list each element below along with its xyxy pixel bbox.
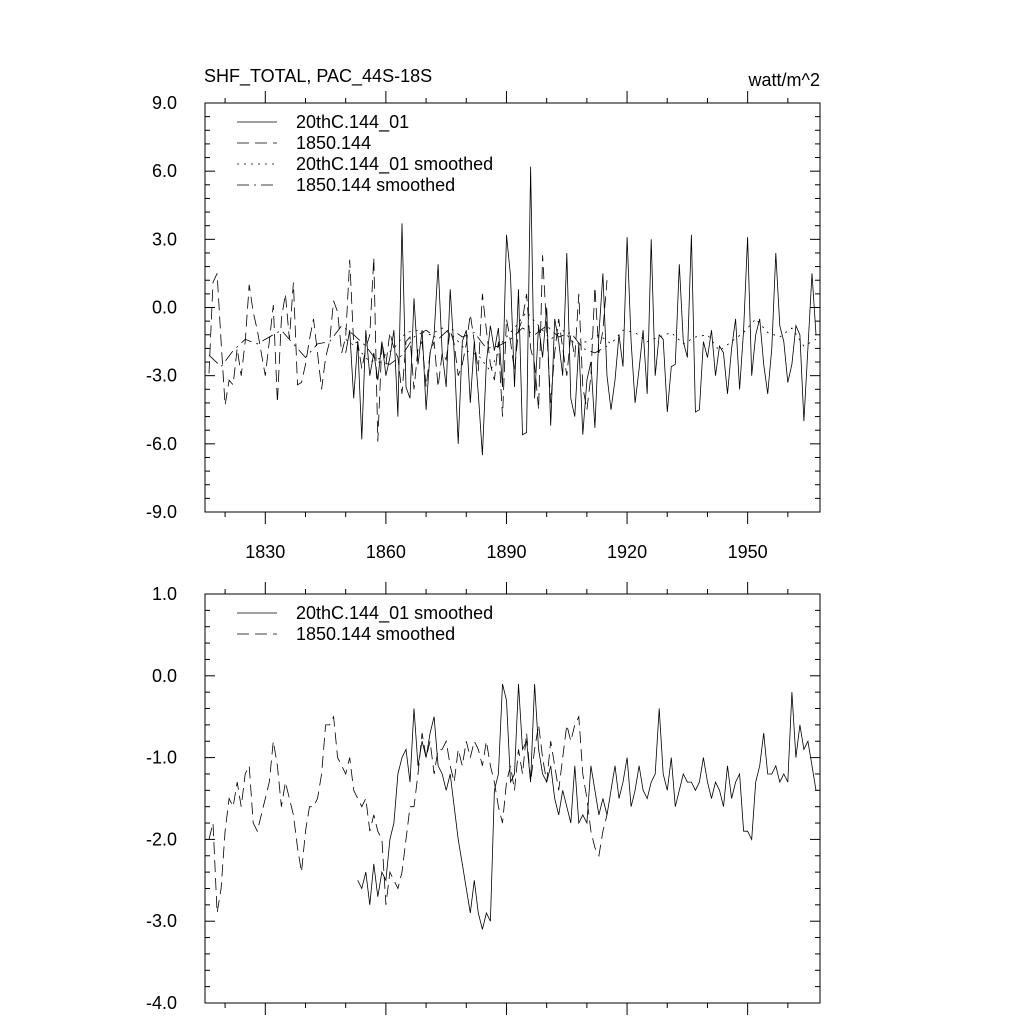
legend-label: 20thC.144_01 <box>296 112 409 133</box>
y-tick-label: 3.0 <box>152 229 177 249</box>
y-tick-label: -4.0 <box>146 993 177 1013</box>
series-line-0 <box>357 683 817 930</box>
series-line-1 <box>208 715 608 914</box>
y-tick-label: 0.0 <box>152 298 177 318</box>
y-tick-label: -2.0 <box>146 829 177 849</box>
x-tick-label: 1860 <box>366 542 406 562</box>
y-tick-label: 0.0 <box>152 666 177 686</box>
x-tick-label: 1890 <box>486 542 526 562</box>
x-tick-label: 1950 <box>728 542 768 562</box>
chart-title: SHF_TOTAL, PAC_44S-18S <box>204 66 432 87</box>
bottom-panel: -4.0 -3.0 -2.0 -1.0 0.0 1.0 20thC.144_01 smoot… <box>146 582 821 1015</box>
y-tick-label: -1.0 <box>146 748 177 768</box>
y-tick-label: 6.0 <box>152 161 177 181</box>
y-tick-label: -9.0 <box>146 502 177 522</box>
legend-label: 1850.144 smoothed <box>296 624 455 644</box>
legend-label: 1850.144 smoothed <box>296 175 455 195</box>
series-line-2 <box>345 311 817 372</box>
series-line-3 <box>208 325 608 368</box>
y-tick-label: 1.0 <box>152 584 177 604</box>
series-line-1 <box>208 255 608 442</box>
series-line-0 <box>345 166 817 456</box>
y-tick-label: 9.0 <box>152 93 177 113</box>
legend-label: 20thC.144_01 smoothed <box>296 603 493 624</box>
top-panel: -9.0 -6.0 -3.0 0.0 3.0 6.0 9.0 1830 1860 1890 1920… <box>146 91 821 562</box>
legend-label: 1850.144 <box>296 133 371 153</box>
y-tick-label: -3.0 <box>146 366 177 386</box>
y-tick-label: -6.0 <box>146 434 177 454</box>
plot-frame <box>204 593 821 1004</box>
units-label: watt/m^2 <box>748 70 820 90</box>
legend-label: 20thC.144_01 smoothed <box>296 154 493 175</box>
y-tick-label: -3.0 <box>146 911 177 931</box>
x-tick-label: 1920 <box>607 542 647 562</box>
x-tick-label: 1830 <box>245 542 285 562</box>
